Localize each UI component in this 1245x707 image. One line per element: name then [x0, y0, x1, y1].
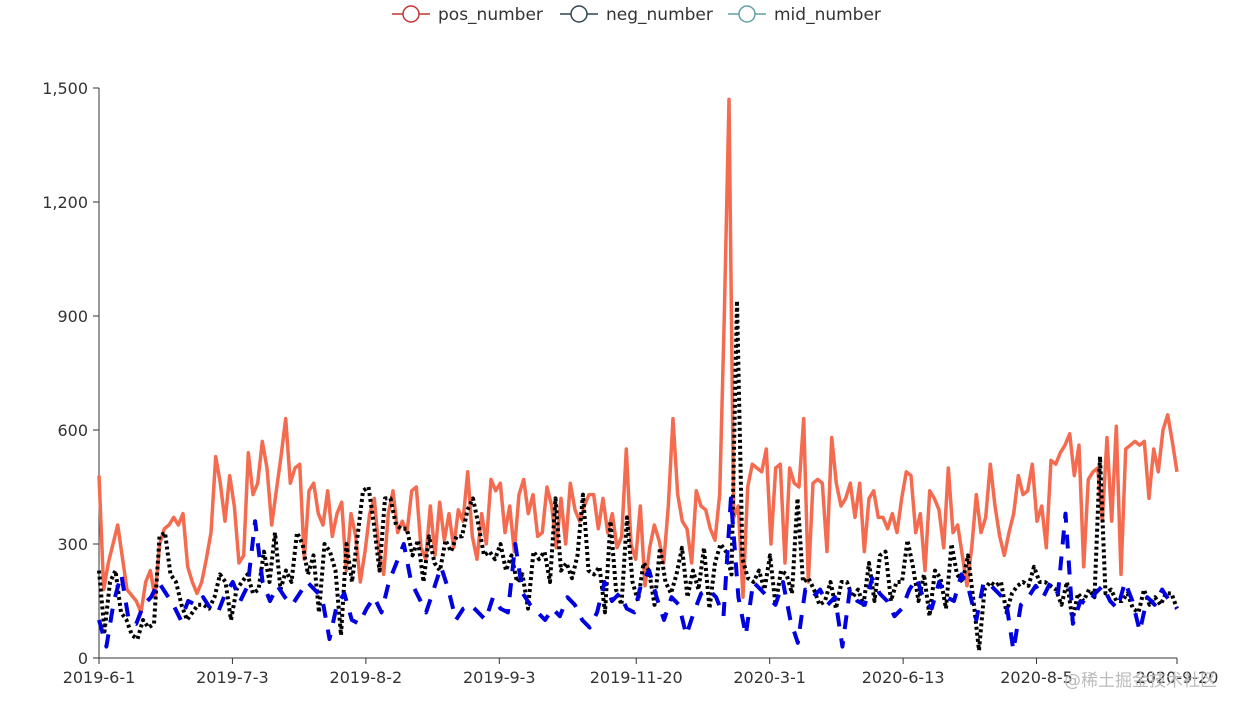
- y-tick-label: 1,200: [42, 193, 88, 212]
- legend-marker-mid_number[interactable]: [738, 5, 756, 23]
- y-axis-ticks: 0 300 600 900 1,200 1,500: [42, 79, 99, 668]
- series-line-pos_number: [97, 97, 1179, 615]
- legend-marker-pos_number[interactable]: [402, 5, 420, 23]
- y-tick-label: 300: [57, 535, 88, 554]
- legend-label-mid_number[interactable]: mid_number: [774, 5, 881, 25]
- x-tick-label: 2020-3-1: [733, 668, 806, 687]
- x-tick-label: 2019-9-3: [463, 668, 536, 687]
- x-tick-label: 2020-6-13: [862, 668, 945, 687]
- x-tick-label: 2019-11-20: [590, 668, 683, 687]
- legend-label-neg_number[interactable]: neg_number: [606, 5, 713, 25]
- legend-label-pos_number[interactable]: pos_number: [438, 5, 543, 25]
- legend: pos_number neg_number mid_number: [392, 5, 881, 25]
- y-tick-label: 600: [57, 421, 88, 440]
- series-group: [97, 97, 1179, 653]
- x-tick-label: 2019-6-1: [63, 668, 136, 687]
- x-tick-label: 2020-8-5: [1000, 668, 1073, 687]
- y-tick-label: 900: [57, 307, 88, 326]
- series-line-mid_number: [97, 496, 1179, 653]
- y-tick-label: 0: [78, 649, 88, 668]
- x-axis-ticks: 2019-6-1 2019-7-3 2019-8-2 2019-9-3 2019-11-…: [63, 658, 1219, 687]
- x-tick-label: 2020-9-20: [1136, 668, 1219, 687]
- y-tick-label: 1,500: [42, 79, 88, 98]
- legend-marker-neg_number[interactable]: [570, 5, 588, 23]
- x-tick-label: 2019-8-2: [330, 668, 403, 687]
- series-line-neg_number: [97, 298, 1179, 653]
- watermark-text: @稀土掘金技术社区: [1064, 671, 1217, 691]
- x-tick-label: 2019-7-3: [196, 668, 269, 687]
